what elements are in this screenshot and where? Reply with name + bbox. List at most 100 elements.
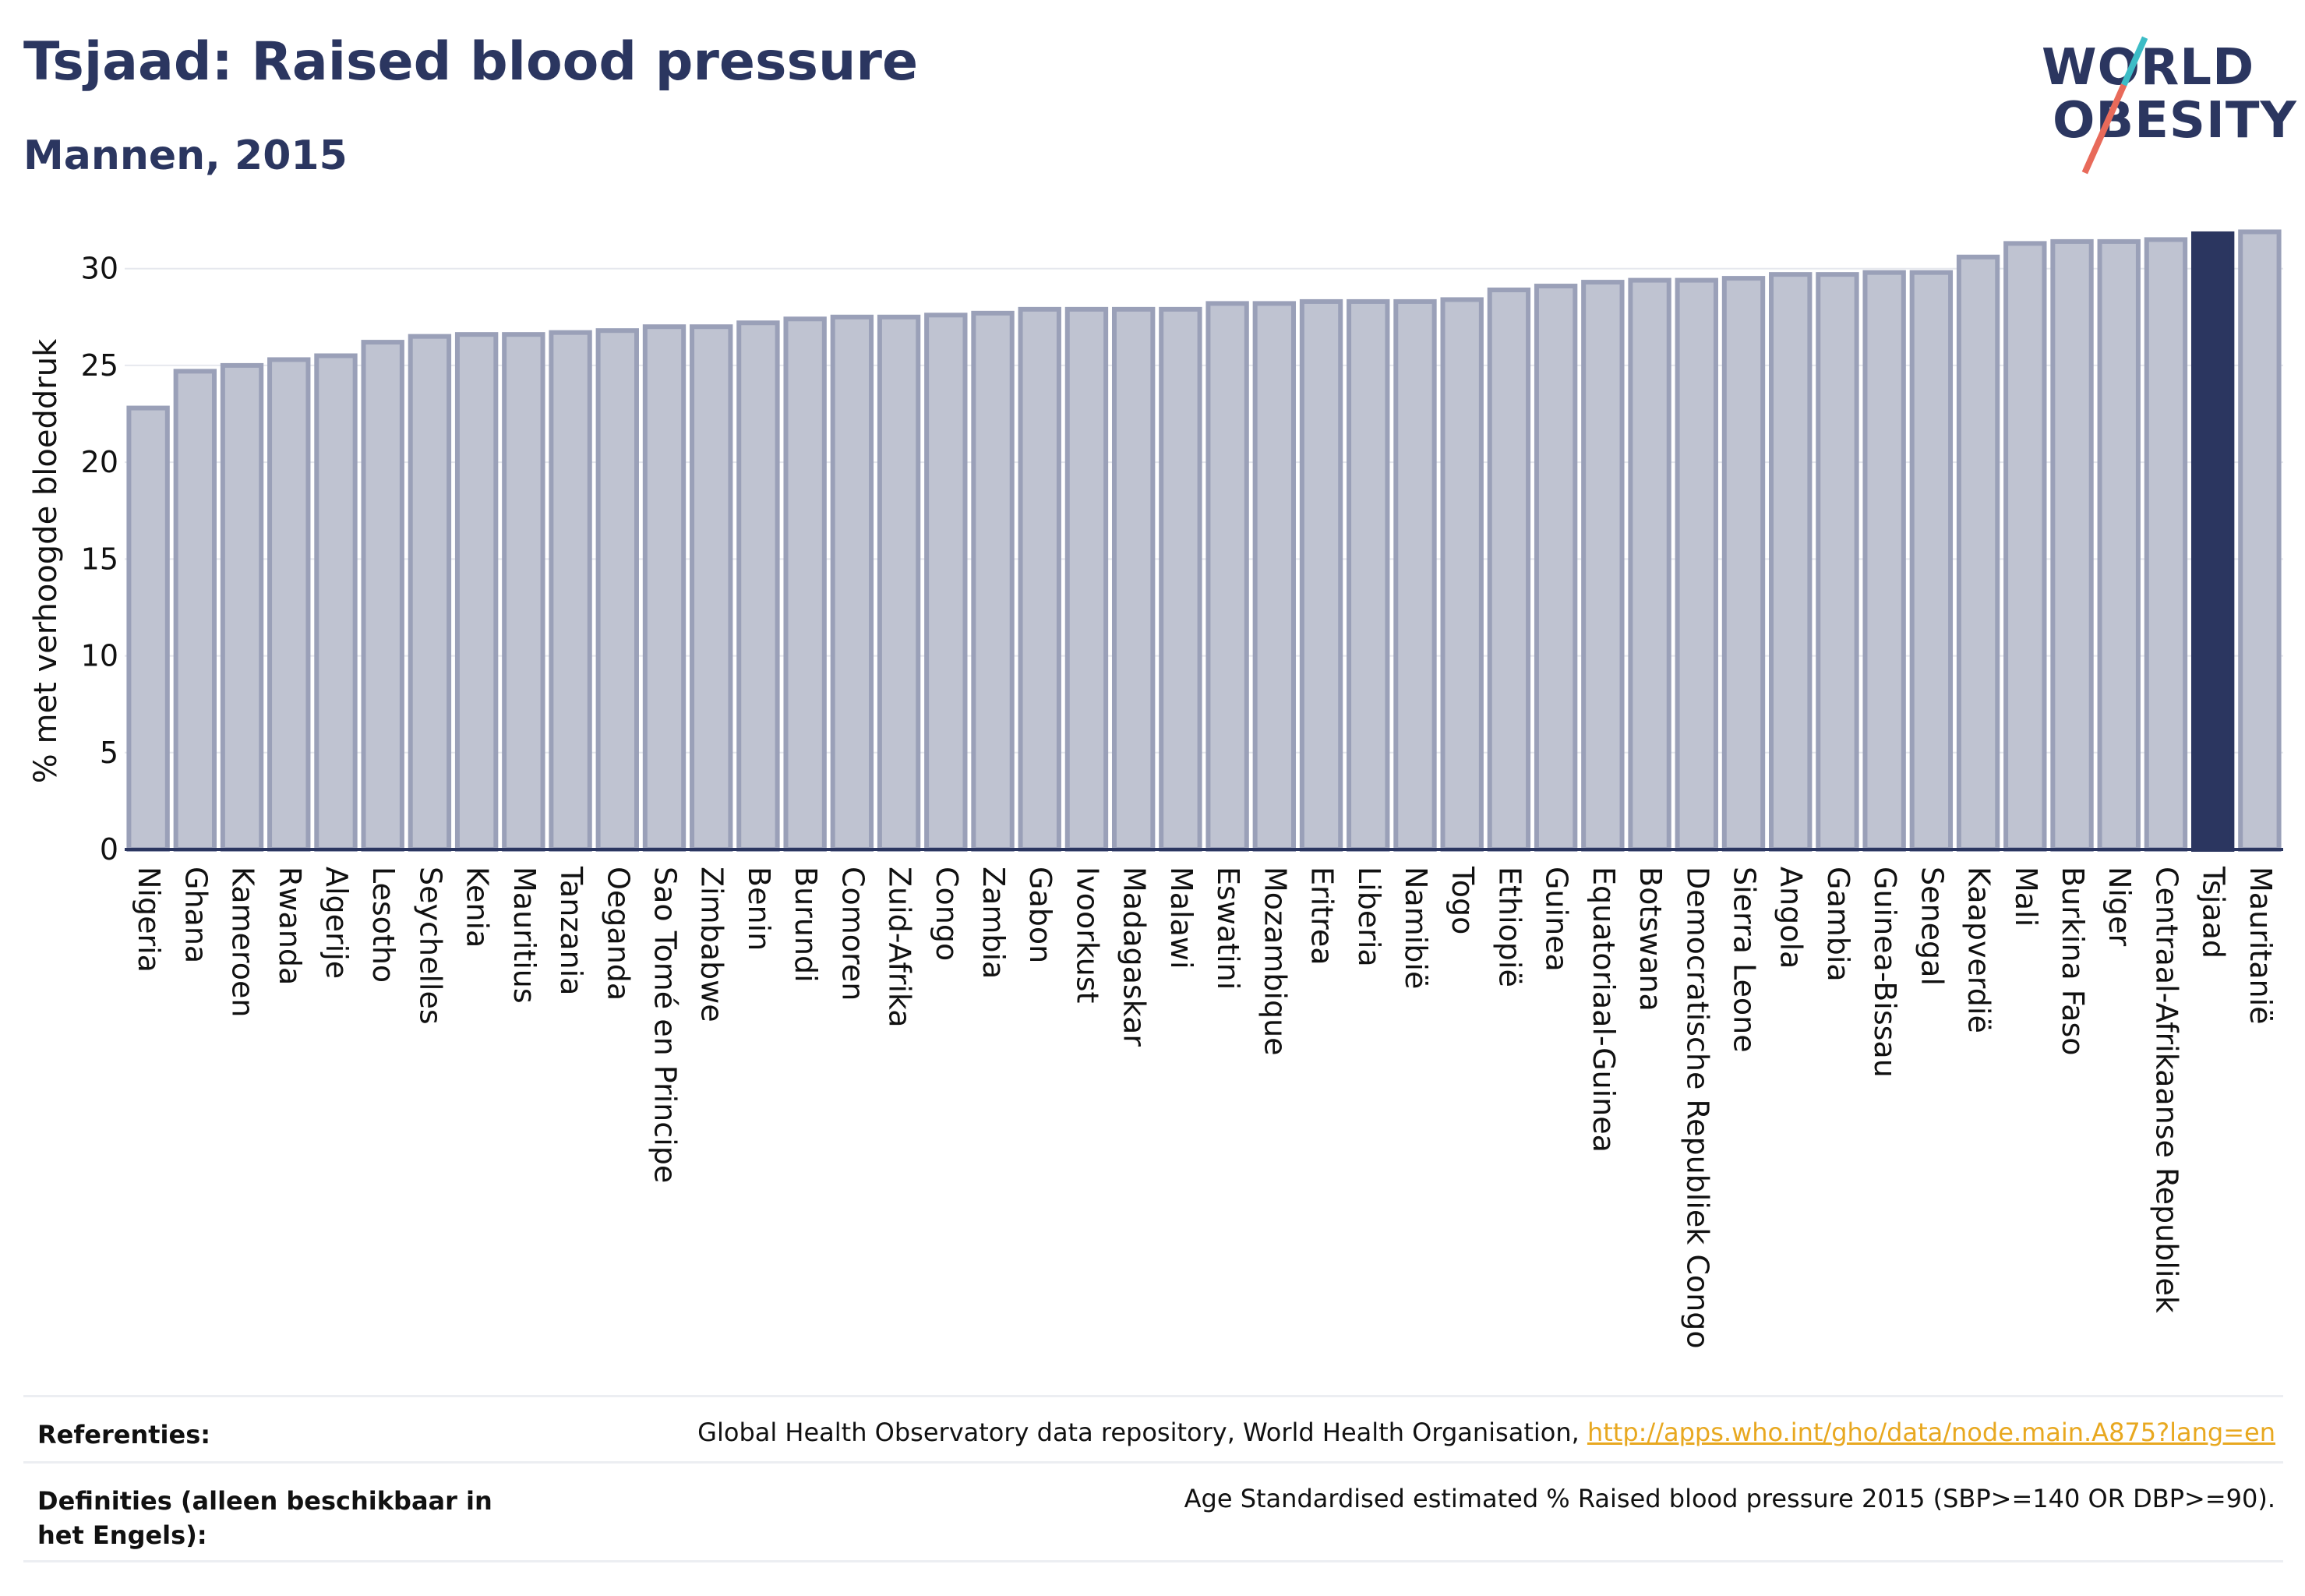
logo-line-2: OBESITY — [2053, 92, 2297, 150]
bar-congo — [924, 312, 968, 852]
bar-mauritius — [502, 332, 545, 852]
world-obesity-logo: WORLD OBESITY — [2026, 23, 2296, 175]
bar-namibi- — [1393, 298, 1437, 852]
bar-ivoorkust — [1064, 306, 1109, 852]
x-tick-label: Sierra Leone — [1728, 867, 1762, 1053]
bar-madagaskar — [1111, 306, 1156, 852]
bar-gabon — [1018, 306, 1061, 852]
x-tick-label: Burkina Faso — [2056, 867, 2090, 1056]
bar-oeganda — [595, 328, 639, 852]
bar-centraal-afrikaanse-republiek — [2144, 237, 2188, 852]
x-tick-label: Equatoriaal-Guinea — [1587, 867, 1621, 1153]
x-tick-label: Mozambique — [1258, 867, 1292, 1056]
bar-botswana — [1628, 277, 1671, 852]
bar-guinea-bissau — [1862, 270, 1906, 852]
x-tick-label: Comoren — [835, 867, 870, 1001]
bar-comoren — [830, 314, 874, 852]
bar-tsjaad — [2190, 231, 2235, 852]
references-link[interactable]: http://apps.who.int/gho/data/node.main.A… — [1587, 1418, 2275, 1447]
x-tick-label: Oeganda — [601, 867, 635, 1001]
x-tick-label: Madagaskar — [1117, 867, 1152, 1047]
bar-kaapverdi- — [1956, 254, 2000, 852]
bar-niger — [2097, 238, 2141, 852]
bar-eswatini — [1205, 301, 1249, 852]
x-tick-label: Zimbabwe — [695, 867, 729, 1022]
bar-angola — [1769, 272, 1813, 852]
y-tick-label: 15 — [81, 542, 118, 576]
bar-tanzania — [549, 330, 592, 852]
x-tick-label: Ghana — [178, 867, 213, 963]
x-tick-label: Angola — [1774, 867, 1809, 969]
references-table: Referenties: Global Health Observatory d… — [23, 1395, 2283, 1562]
bar-liberia — [1347, 298, 1390, 852]
bar-eritrea — [1299, 298, 1343, 852]
bar-nigeria — [126, 405, 170, 852]
x-tick-label: Guinea-Bissau — [1868, 867, 1902, 1078]
x-tick-label: Algerije — [319, 867, 354, 979]
y-tick-label: 5 — [100, 736, 118, 770]
x-tick-label: Mauritanië — [2243, 867, 2278, 1025]
references-label: Referenties: — [37, 1420, 211, 1449]
bar-zambia — [971, 310, 1015, 852]
bar-burkina-faso — [2050, 238, 2094, 852]
bar-rwanda — [267, 357, 311, 852]
bar-sao-tom-en-principe — [642, 324, 687, 852]
bar-guinea — [1534, 284, 1578, 852]
x-tick-label: Zambia — [976, 867, 1011, 979]
x-tick-label: Democratische Republiek Congo — [1680, 867, 1714, 1349]
references-value: Global Health Observatory data repositor… — [697, 1418, 2275, 1447]
x-tick-label: Kameroen — [226, 867, 260, 1017]
x-tick-label: Nigeria — [132, 867, 166, 973]
x-tick-label: Kaapverdië — [1962, 867, 1996, 1033]
x-tick-label: Liberia — [1352, 867, 1386, 967]
bar-senegal — [1909, 270, 1954, 852]
x-tick-label: Mali — [2009, 867, 2043, 927]
bar-ethiopi- — [1487, 288, 1531, 852]
bar-ghana — [173, 369, 217, 852]
bar-burundi — [783, 316, 827, 852]
bar-mali — [2003, 241, 2047, 852]
x-tick-label: Sao Tomé en Principe — [648, 867, 683, 1183]
bars — [126, 229, 2282, 852]
bar-mauritani- — [2238, 229, 2282, 852]
x-tick-label: Seychelles — [413, 867, 447, 1025]
x-tick-label: Benin — [742, 867, 776, 951]
definitions-label: Definities (alleen beschikbaar in het En… — [37, 1486, 492, 1550]
x-tick-label: Botswana — [1633, 867, 1668, 1012]
x-tick-label: Eswatini — [1211, 867, 1245, 990]
definitions-value: Age Standardised estimated % Raised bloo… — [1184, 1484, 2275, 1513]
y-axis-label: % met verhoogde bloeddruk — [28, 338, 64, 783]
references-row: Referenties: Global Health Observatory d… — [23, 1395, 2283, 1461]
bar-algerije — [314, 353, 358, 852]
y-tick-label: 10 — [81, 639, 118, 673]
bar-sierra-leone — [1721, 276, 1766, 852]
x-tick-label: Mauritius — [507, 867, 542, 1004]
x-tick-label: Gambia — [1821, 867, 1855, 982]
y-tick-label: 20 — [81, 445, 118, 479]
x-tick-label: Senegal — [1915, 867, 1949, 986]
bar-zuid-afrika — [877, 314, 921, 852]
bar-lesotho — [361, 340, 404, 852]
y-tick-label: 25 — [81, 348, 118, 383]
x-tick-label: Malawi — [1164, 867, 1198, 969]
x-tick-label: Niger — [2102, 867, 2137, 946]
y-tick-label: 30 — [81, 252, 118, 286]
x-tick-label: Rwanda — [273, 867, 307, 985]
logo-line-1: WORLD — [2042, 39, 2255, 97]
bar-togo — [1440, 297, 1484, 852]
chart-title: Tsjaad: Raised blood pressure — [23, 31, 919, 93]
x-tick-label: Congo — [930, 867, 964, 961]
bar-equatoriaal-guinea — [1581, 280, 1625, 852]
chart-subtitle: Mannen, 2015 — [23, 132, 348, 179]
x-tick-label: Tsjaad — [2197, 866, 2231, 959]
bar-gambia — [1816, 272, 1859, 852]
x-tick-label: Zuid-Afrika — [883, 867, 917, 1028]
x-tick-label: Gabon — [1023, 867, 1057, 963]
x-tick-label: Burundi — [789, 867, 823, 983]
bar-kameroen — [220, 362, 264, 852]
x-tick-label: Centraal-Afrikaanse Republiek — [2149, 867, 2183, 1313]
x-tick-label: Guinea — [1540, 867, 1574, 972]
x-tick-label: Ivoorkust — [1070, 867, 1104, 1003]
axes: 0 5 10 15 20 25 30 Nigeria Ghana Kameroen Rwanda Al… — [81, 252, 2283, 1349]
x-tick-label: Togo — [1445, 866, 1480, 934]
